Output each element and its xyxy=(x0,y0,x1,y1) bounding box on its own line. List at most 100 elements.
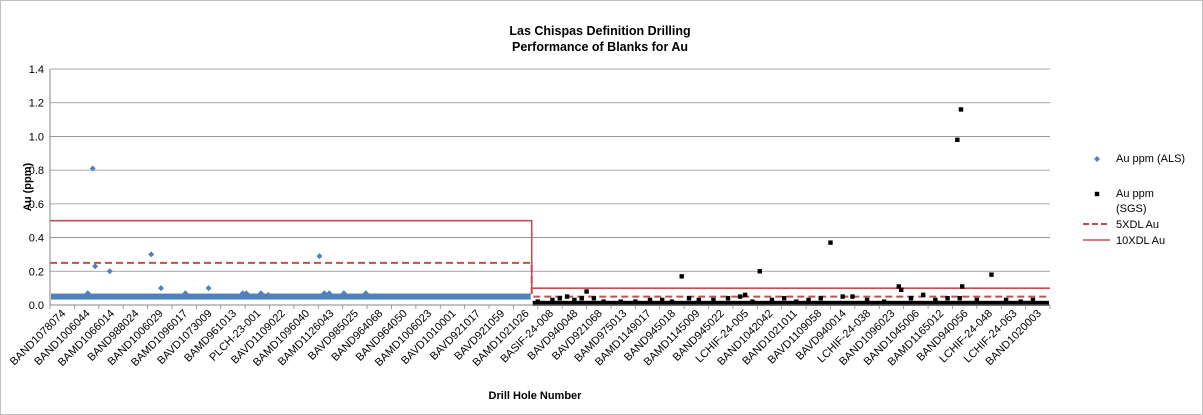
data-point-als xyxy=(340,290,347,297)
data-point-sgs xyxy=(945,296,950,301)
data-point-als xyxy=(84,290,91,297)
data-point-sgs xyxy=(781,296,787,301)
chart-title: Las Chispas Definition Drilling Performan… xyxy=(509,24,690,54)
data-point-sgs xyxy=(1030,297,1036,303)
legend-label: (SGS) xyxy=(1116,203,1147,215)
legend-item: Au ppm (SGS) xyxy=(1094,188,1154,215)
x-tick-labels: BAND1078074BAND1006044BAMD1066014BAND988… xyxy=(8,308,1044,369)
data-point-sgs xyxy=(864,297,870,303)
data-point-als xyxy=(243,290,250,297)
y-tick-label: 0.2 xyxy=(29,266,44,278)
data-point-als xyxy=(321,290,328,297)
y-tick-label: 1.2 xyxy=(29,98,44,110)
legend-label: 5XDL Au xyxy=(1116,219,1159,231)
y-tick-label: 0.4 xyxy=(29,233,44,245)
chart-title-line: Las Chispas Definition Drilling xyxy=(509,24,690,38)
data-point-sgs xyxy=(679,274,684,279)
data-point-sgs xyxy=(989,272,994,277)
data-point-als xyxy=(265,291,272,298)
data-point-sgs xyxy=(618,299,623,304)
limit-lines xyxy=(50,219,1050,298)
data-point-sgs xyxy=(818,296,823,301)
data-point-sgs xyxy=(769,297,775,303)
data-point-sgs xyxy=(584,289,589,294)
y-tick-labels: 0.0 0.2 0.4 0.6 0.8 1.0 1.2 1.4 xyxy=(29,64,44,312)
data-point-sgs xyxy=(933,297,938,303)
data-point-sgs xyxy=(920,292,926,298)
legend-label: Au ppm (ALS) xyxy=(1116,153,1185,165)
x-axis-title: Drill Hole Number xyxy=(489,390,583,402)
data-point-sgs xyxy=(601,299,606,304)
data-point-sgs xyxy=(850,294,855,299)
data-point-als xyxy=(148,251,155,258)
data-point-sgs xyxy=(564,294,570,299)
y-tick-label: 1.0 xyxy=(29,131,44,143)
limit-line-10xdl xyxy=(50,219,1050,289)
data-point-sgs xyxy=(750,299,755,304)
data-point-als xyxy=(157,285,164,292)
data-point-sgs xyxy=(881,299,887,304)
data-points xyxy=(51,107,1036,304)
data-point-sgs xyxy=(659,297,665,303)
data-point-sgs xyxy=(899,287,904,293)
data-point-als xyxy=(239,290,246,297)
legend: Au ppm (ALS) Au ppm (SGS) 5XDL Au 10XDL Au xyxy=(1083,153,1185,247)
y-tick-label: 1.4 xyxy=(29,64,44,76)
legend-marker-als xyxy=(1094,156,1100,162)
y-tick-label: 0.6 xyxy=(29,199,44,211)
data-point-sgs xyxy=(840,294,845,299)
data-point-als xyxy=(51,293,58,300)
data-point-sgs xyxy=(794,299,799,304)
data-point-sgs xyxy=(1003,297,1009,303)
data-point-als xyxy=(182,290,189,297)
y-axis-title: Au (ppm) xyxy=(22,163,34,212)
data-point-sgs xyxy=(958,107,964,112)
data-point-als xyxy=(92,263,99,270)
data-point-sgs xyxy=(686,296,692,301)
legend-item: Au ppm (ALS) xyxy=(1094,153,1185,165)
data-point-als xyxy=(257,290,264,297)
data-point-sgs xyxy=(828,240,833,245)
data-point-sgs xyxy=(535,299,541,304)
legend-label: Au ppm xyxy=(1116,188,1154,200)
axes xyxy=(49,69,1051,309)
data-point-sgs xyxy=(633,299,638,304)
data-point-sgs xyxy=(711,297,716,303)
data-point-sgs xyxy=(896,284,901,289)
y-tick-label: 0.0 xyxy=(29,300,44,312)
data-point-als xyxy=(326,290,333,297)
data-point-als xyxy=(106,268,113,275)
baseline-band-als xyxy=(51,293,531,300)
data-point-sgs xyxy=(742,292,748,298)
data-point-sgs xyxy=(806,297,811,303)
data-point-als xyxy=(89,165,96,172)
data-point-als xyxy=(316,253,323,260)
data-point-sgs xyxy=(591,296,597,301)
data-point-sgs xyxy=(957,296,962,301)
data-point-sgs xyxy=(669,299,675,304)
legend-item: 10XDL Au xyxy=(1083,235,1165,247)
data-point-sgs xyxy=(647,297,653,303)
data-point-sgs xyxy=(572,297,577,303)
data-point-sgs xyxy=(959,284,965,289)
data-point-sgs xyxy=(908,296,914,301)
data-point-als xyxy=(362,290,369,297)
legend-item: 5XDL Au xyxy=(1083,219,1159,231)
data-point-sgs xyxy=(974,297,980,303)
data-point-sgs xyxy=(696,297,701,303)
data-point-sgs xyxy=(725,296,731,301)
data-point-sgs xyxy=(955,137,960,142)
legend-label: 10XDL Au xyxy=(1116,235,1165,247)
baseline-band-sgs xyxy=(532,300,1049,306)
data-point-sgs xyxy=(757,269,762,274)
chart-title-line: Performance of Blanks for Au xyxy=(512,40,688,54)
y-tick-label: 0.8 xyxy=(29,165,44,177)
gridlines xyxy=(50,68,1050,306)
data-point-sgs xyxy=(1018,299,1023,304)
data-point-sgs xyxy=(738,294,743,299)
data-point-sgs xyxy=(557,296,562,301)
data-point-sgs xyxy=(579,296,584,301)
legend-marker-sgs xyxy=(1094,191,1100,197)
data-point-sgs xyxy=(550,297,555,303)
